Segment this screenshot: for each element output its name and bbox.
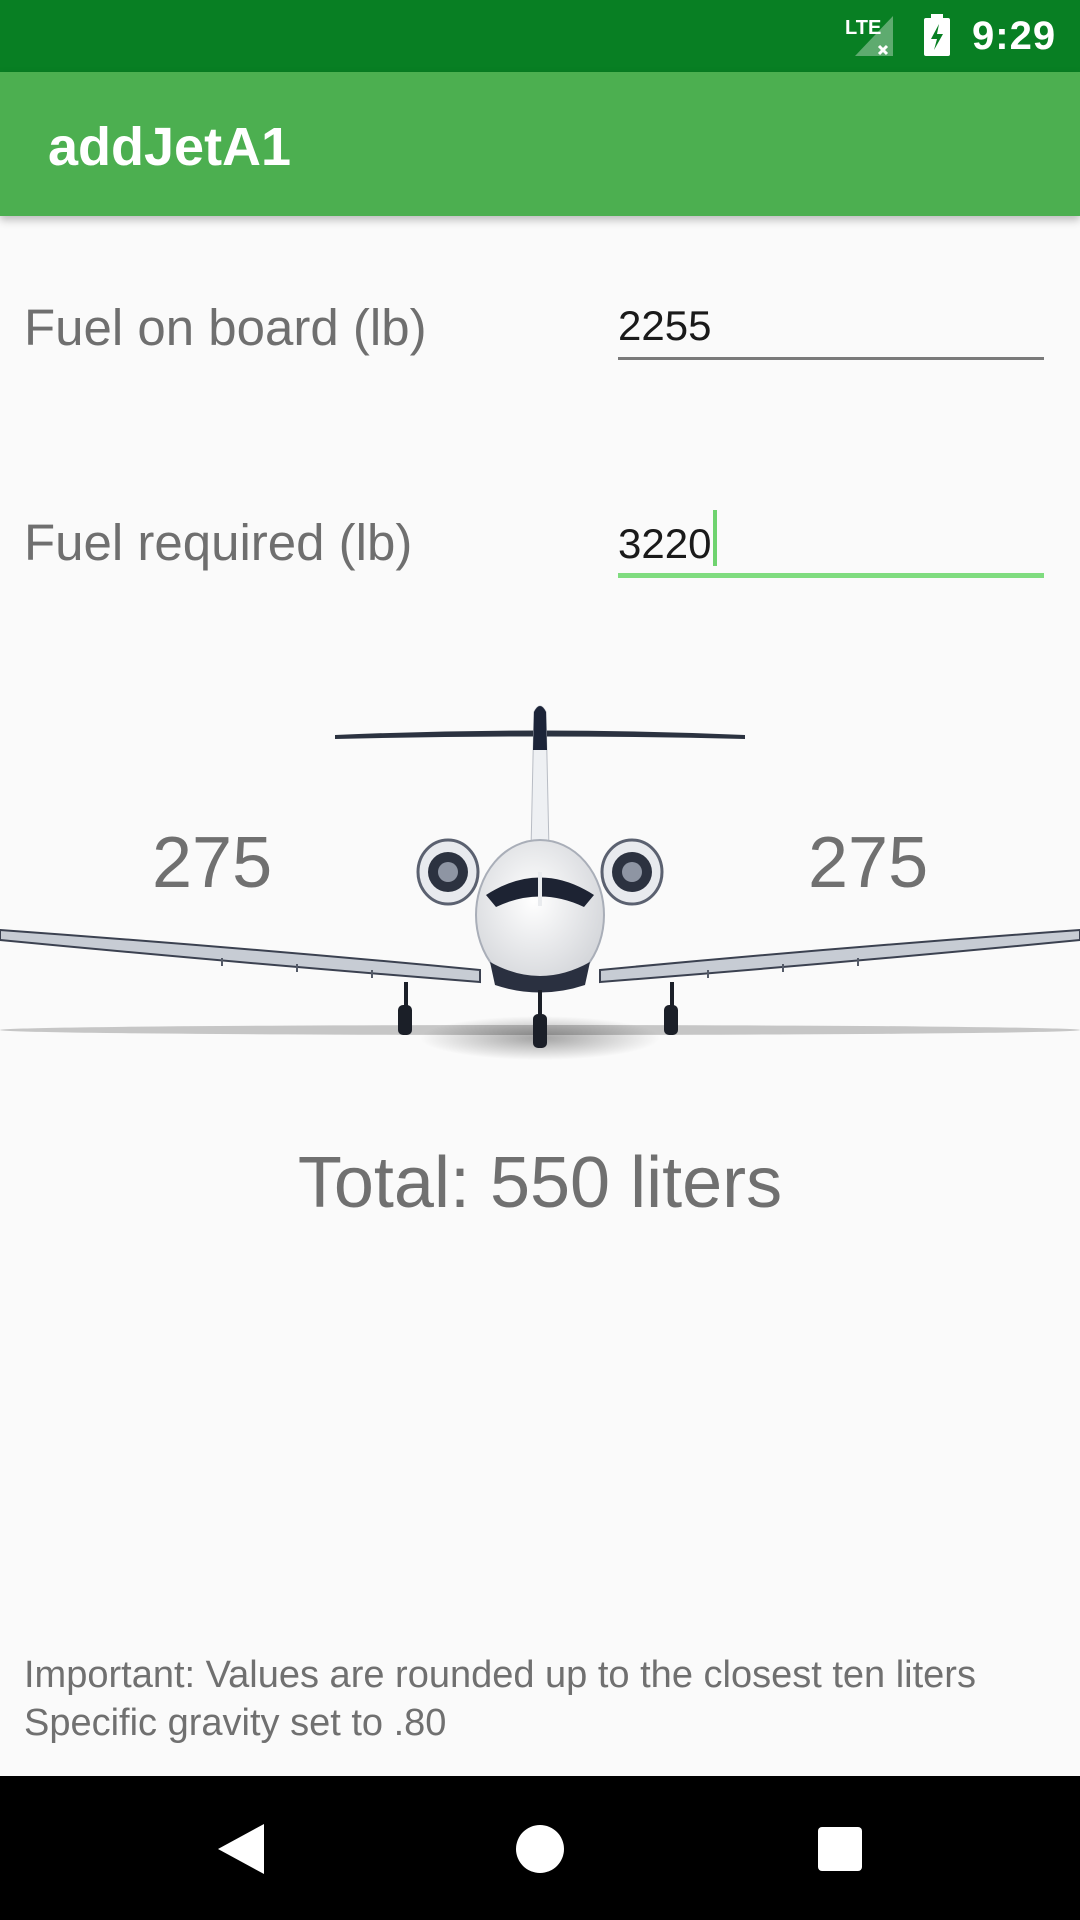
recents-icon[interactable] bbox=[760, 1776, 920, 1920]
fuel-required-label: Fuel required (lb) bbox=[24, 514, 413, 571]
app-title: addJetA1 bbox=[48, 117, 292, 177]
fuel-on-board-input[interactable] bbox=[618, 296, 1044, 356]
status-bar: LTE 9:29 bbox=[0, 0, 1080, 72]
back-icon[interactable] bbox=[161, 1776, 321, 1920]
left-wing-value: 275 bbox=[152, 823, 273, 903]
fuel-required-underline bbox=[618, 573, 1044, 578]
svg-text:LTE: LTE bbox=[845, 17, 881, 39]
navigation-bar bbox=[0, 1776, 1080, 1920]
battery-charging-icon bbox=[924, 14, 950, 56]
business-jet-image bbox=[0, 705, 1080, 1060]
lte-signal-icon: LTE bbox=[845, 16, 893, 56]
app-bar: addJetA1 bbox=[0, 72, 1080, 216]
rounding-note: Important: Values are rounded up to the … bbox=[24, 1654, 976, 1696]
specific-gravity-note: Specific gravity set to .80 bbox=[24, 1702, 447, 1744]
clock: 9:29 bbox=[972, 14, 1057, 58]
text-cursor bbox=[713, 510, 717, 566]
total-liters: Total: 550 liters bbox=[297, 1143, 783, 1223]
right-wing-value: 275 bbox=[808, 823, 929, 903]
fuel-on-board-label: Fuel on board (lb) bbox=[24, 299, 427, 356]
fuel-on-board-underline bbox=[618, 357, 1044, 360]
home-icon[interactable] bbox=[460, 1776, 620, 1920]
fuel-required-input[interactable] bbox=[618, 514, 1044, 574]
